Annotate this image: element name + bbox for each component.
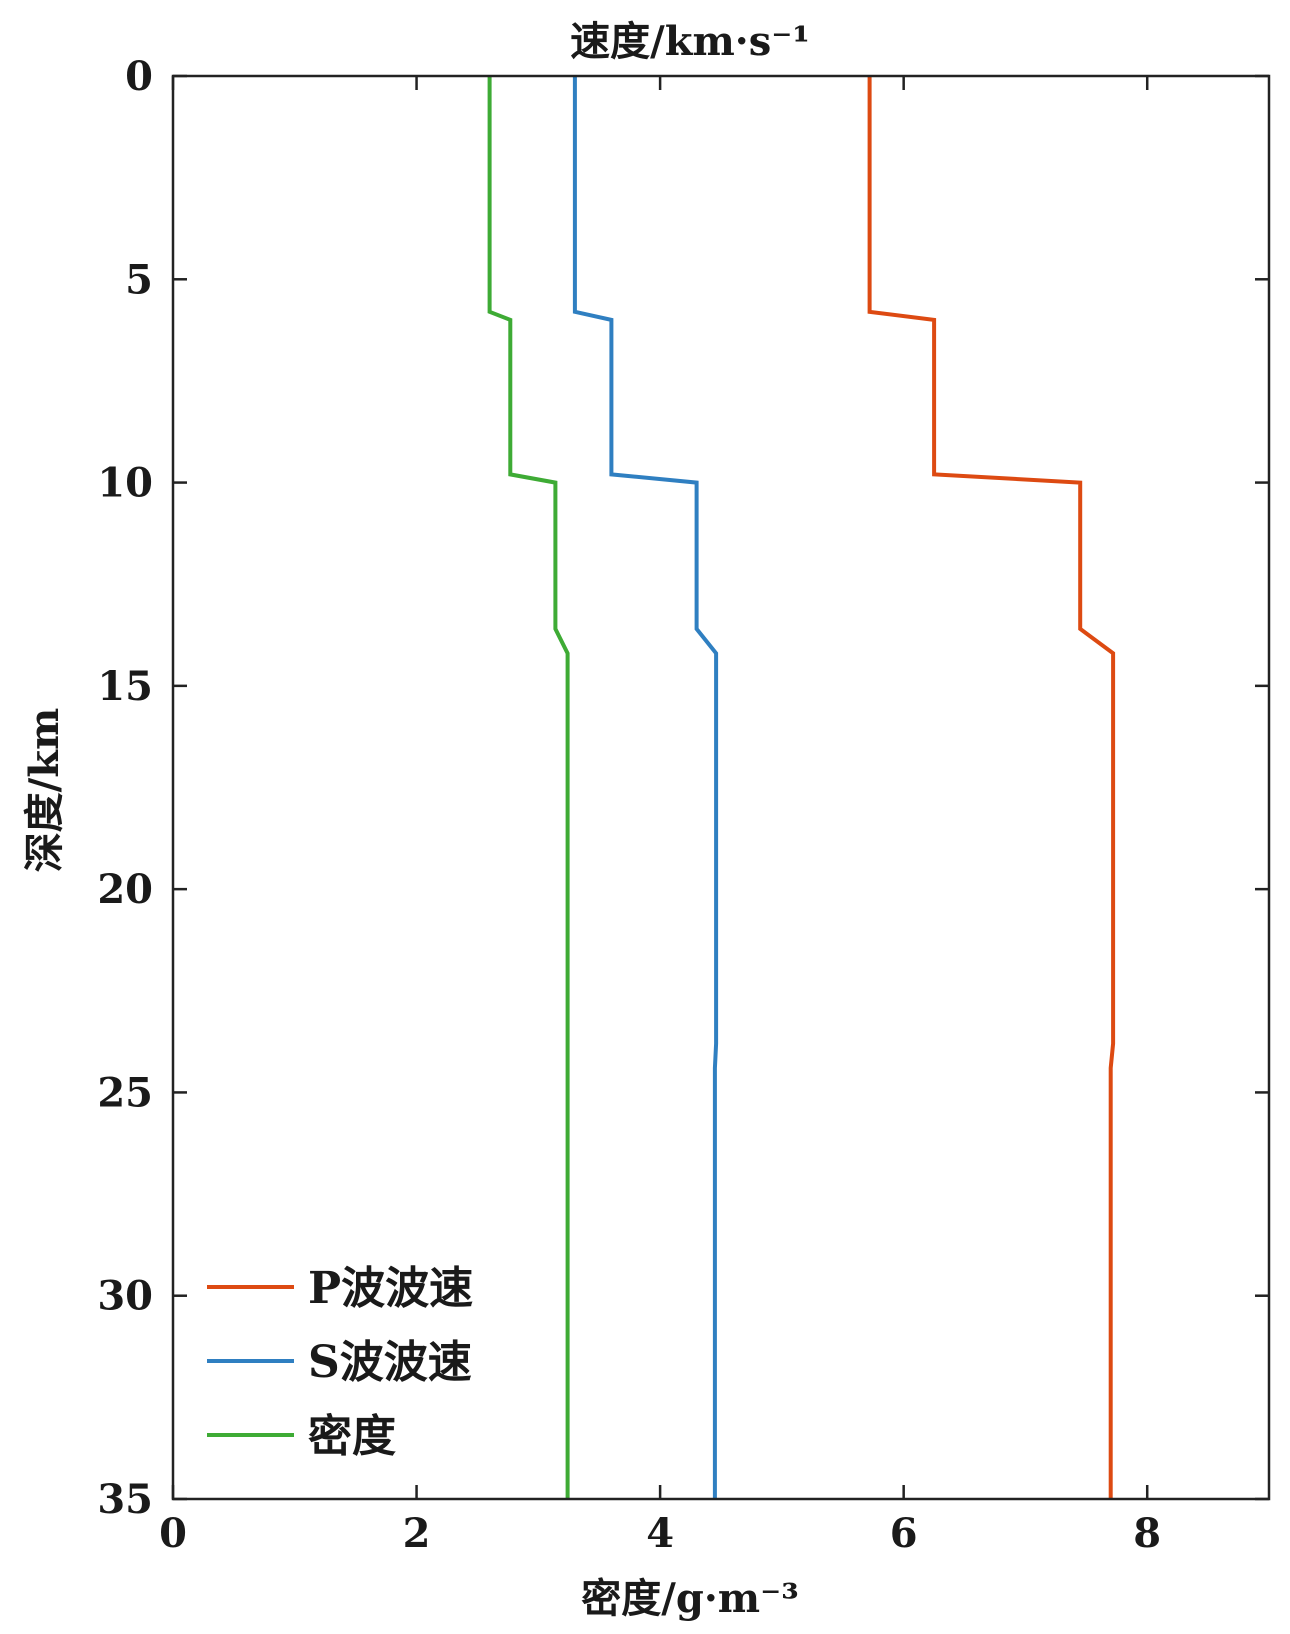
x-tick-label-0: 0 — [159, 1510, 187, 1557]
series-line-2 — [487, 76, 570, 1499]
y-tick-label-4: 20 — [97, 866, 153, 913]
plot-frame — [171, 74, 1271, 1501]
y-tick-label-3: 15 — [97, 663, 153, 710]
legend-label-2: 密度 — [308, 1411, 396, 1462]
y-tick-label-1: 5 — [125, 256, 153, 303]
y-tick-label-6: 30 — [97, 1273, 153, 1320]
legend-label-0: P波波速 — [308, 1263, 473, 1314]
series-line-0 — [867, 76, 1116, 1499]
x-axis-title: 密度/g·m⁻³ — [581, 1575, 798, 1622]
top-axis-title: 速度/km·s⁻¹ — [570, 18, 810, 65]
x-tick-label-4: 8 — [1133, 1510, 1161, 1557]
x-tick-label-2: 4 — [646, 1510, 674, 1557]
ticks-layer: 0 2 4 6 8 0 5 10 15 20 25 30 35 — [97, 53, 1269, 1557]
series-layer — [487, 76, 1116, 1499]
legend-label-1: S波波速 — [308, 1337, 472, 1388]
y-tick-label-0: 0 — [125, 53, 153, 100]
y-axis-title: 深度/km — [21, 708, 68, 873]
y-tick-label-7: 35 — [97, 1476, 153, 1523]
x-tick-label-1: 2 — [403, 1510, 431, 1557]
y-tick-label-2: 10 — [97, 460, 153, 507]
x-tick-label-3: 6 — [890, 1510, 918, 1557]
y-tick-label-5: 25 — [97, 1069, 153, 1116]
series-line-1 — [572, 76, 719, 1499]
